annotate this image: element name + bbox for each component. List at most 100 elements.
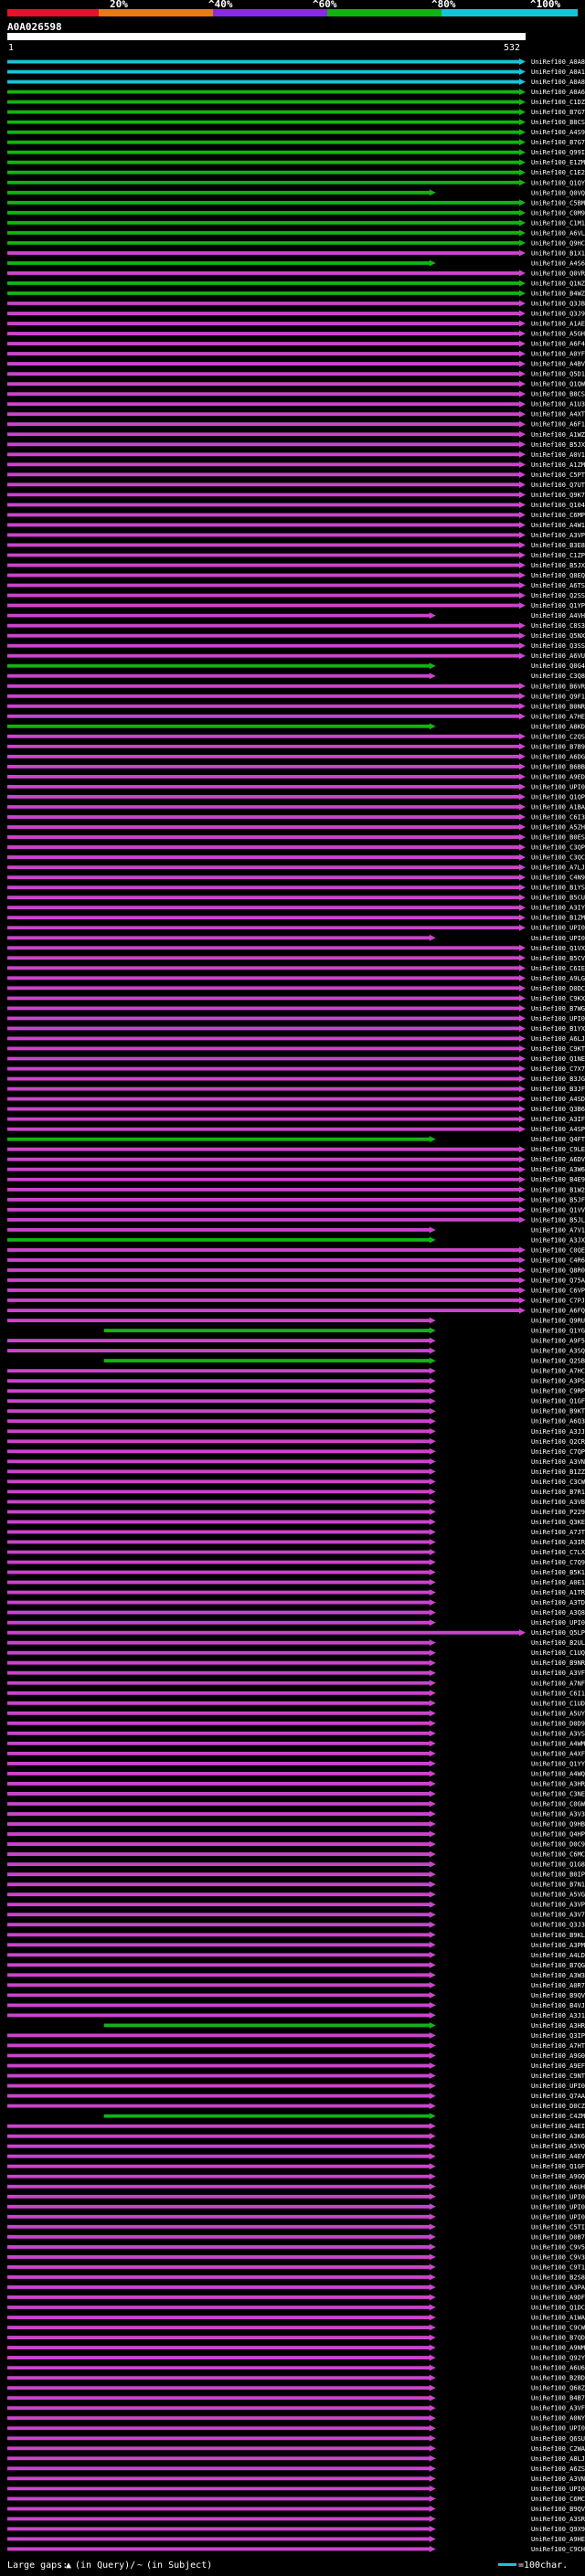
- alignment-label[interactable]: UniRef100_A3VNK9: [531, 1458, 585, 1466]
- alignment-label[interactable]: UniRef100_A3JJ27: [531, 1428, 585, 1436]
- alignment-label[interactable]: UniRef100_A7JTN4: [531, 1529, 585, 1536]
- alignment-label[interactable]: UniRef100_UPI000: [531, 2425, 585, 2433]
- alignment-label[interactable]: UniRef100_A5UYV8: [531, 1710, 585, 1717]
- alignment-label[interactable]: UniRef100_Q1QW32: [531, 381, 585, 388]
- alignment-label[interactable]: UniRef100_A9LGP5: [531, 975, 585, 982]
- alignment-label[interactable]: UniRef100_A3PMY5: [531, 1942, 585, 1949]
- alignment-label[interactable]: UniRef100_C5TIP0: [531, 2223, 585, 2231]
- alignment-label[interactable]: UniRef100_B4WZ74: [531, 290, 585, 297]
- alignment-label[interactable]: UniRef100_A4EV18: [531, 2153, 585, 2160]
- alignment-label[interactable]: UniRef100_B5CUM1: [531, 895, 585, 902]
- alignment-label[interactable]: UniRef100_A6DVK5: [531, 1156, 585, 1163]
- alignment-label[interactable]: UniRef100_A4XTF9: [531, 411, 585, 419]
- alignment-label[interactable]: UniRef100_A6Q3S1: [531, 1418, 585, 1426]
- alignment-label[interactable]: UniRef100_Q3SS93: [531, 642, 585, 650]
- alignment-label[interactable]: UniRef100_A1ZMF0: [531, 461, 585, 469]
- alignment-label[interactable]: UniRef100_B5JXL8: [531, 441, 585, 449]
- alignment-label[interactable]: UniRef100_UPI000: [531, 783, 585, 790]
- alignment-label[interactable]: UniRef100_A6FQF9: [531, 1308, 585, 1315]
- alignment-label[interactable]: UniRef100_Q0VR21: [531, 270, 585, 277]
- alignment-label[interactable]: UniRef100_Q5LP96: [531, 1629, 585, 1637]
- alignment-label[interactable]: UniRef100_Q9X9H7: [531, 2526, 585, 2533]
- alignment-label[interactable]: UniRef100_A3TDV1: [531, 1599, 585, 1606]
- alignment-label[interactable]: UniRef100_UPI000: [531, 935, 585, 942]
- alignment-label[interactable]: UniRef100_Q1YPD5: [531, 602, 585, 610]
- alignment-label[interactable]: UniRef100_A6F463: [531, 341, 585, 348]
- alignment-label[interactable]: UniRef100_A3VSL2: [531, 1730, 585, 1737]
- alignment-label[interactable]: UniRef100_B1ZZW4: [531, 1468, 585, 1476]
- alignment-label[interactable]: UniRef100_C5PTP1: [531, 472, 585, 479]
- alignment-label[interactable]: UniRef100_D0CZC0: [531, 2103, 585, 2110]
- alignment-label[interactable]: UniRef100_Q68ZB6: [531, 2385, 585, 2392]
- alignment-label[interactable]: UniRef100_Q1YYJ9: [531, 1760, 585, 1767]
- alignment-label[interactable]: UniRef100_Q1NZX7: [531, 280, 585, 287]
- alignment-label[interactable]: UniRef100_P22958: [531, 1509, 585, 1516]
- alignment-label[interactable]: UniRef100_A1BAM8: [531, 804, 585, 811]
- alignment-label[interactable]: UniRef100_C6MCR0: [531, 1851, 585, 1859]
- alignment-label[interactable]: UniRef100_Q8EQN4: [531, 572, 585, 579]
- alignment-label[interactable]: UniRef100_A4XFP1: [531, 1750, 585, 1757]
- alignment-label[interactable]: UniRef100_B7R1K9: [531, 1489, 585, 1496]
- alignment-label[interactable]: UniRef100_C6I1V1: [531, 1690, 585, 1697]
- alignment-label[interactable]: UniRef100_Q4HPD7: [531, 1831, 585, 1839]
- alignment-label[interactable]: UniRef100_A0A6P8: [531, 89, 585, 96]
- alignment-label[interactable]: UniRef100_B0NR76: [531, 703, 585, 710]
- alignment-label[interactable]: UniRef100_A4EIW7: [531, 2123, 585, 2130]
- alignment-label[interactable]: UniRef100_A3VP59: [531, 532, 585, 539]
- alignment-label[interactable]: UniRef100_C1UD66: [531, 1700, 585, 1707]
- alignment-label[interactable]: UniRef100_C5BMW7: [531, 199, 585, 207]
- alignment-label[interactable]: UniRef100_A5VQ23: [531, 2143, 585, 2150]
- alignment-label[interactable]: UniRef100_C9CHB4: [531, 2546, 585, 2553]
- alignment-label[interactable]: UniRef100_B2S8Q2: [531, 2274, 585, 2281]
- alignment-label[interactable]: UniRef100_Q3J9B4: [531, 311, 585, 318]
- alignment-label[interactable]: UniRef100_Q1QYJ6: [531, 179, 585, 186]
- alignment-label[interactable]: UniRef100_A7V1A4: [531, 1226, 585, 1234]
- alignment-label[interactable]: UniRef100_UPI000: [531, 2213, 585, 2221]
- alignment-label[interactable]: UniRef100_Q1G8H6: [531, 1861, 585, 1869]
- alignment-label[interactable]: UniRef100_Q9HC35: [531, 239, 585, 247]
- alignment-label[interactable]: UniRef100_B9NRP2: [531, 1659, 585, 1667]
- alignment-label[interactable]: UniRef100_A5VGC0: [531, 1892, 585, 1899]
- alignment-label[interactable]: UniRef100_C3QC22: [531, 854, 585, 862]
- alignment-label[interactable]: UniRef100_A3JX5L: [531, 1236, 585, 1244]
- alignment-label[interactable]: UniRef100_C7PJK5: [531, 1297, 585, 1304]
- alignment-label[interactable]: UniRef100_A0A8H5: [531, 79, 585, 86]
- alignment-label[interactable]: UniRef100_B7QDF0: [531, 2335, 585, 2342]
- alignment-label[interactable]: UniRef100_A3VF97: [531, 2405, 585, 2412]
- alignment-label[interactable]: UniRef100_A1WAH1: [531, 2315, 585, 2322]
- alignment-label[interactable]: UniRef100_UPI000: [531, 2203, 585, 2210]
- alignment-label[interactable]: UniRef100_Q1GFD4: [531, 1398, 585, 1405]
- alignment-label[interactable]: UniRef100_A4S9L6: [531, 129, 585, 136]
- alignment-label[interactable]: UniRef100_C0QEN8: [531, 1246, 585, 1254]
- alignment-label[interactable]: UniRef100_Q8R057: [531, 1267, 585, 1274]
- alignment-label[interactable]: UniRef100_B5JL85: [531, 1216, 585, 1224]
- alignment-label[interactable]: UniRef100_B2BDV8: [531, 2375, 585, 2382]
- alignment-label[interactable]: UniRef100_A4W148: [531, 522, 585, 529]
- alignment-label[interactable]: UniRef100_C4N9R7: [531, 875, 585, 882]
- alignment-label[interactable]: UniRef100_C1DZY5: [531, 99, 585, 106]
- alignment-label[interactable]: UniRef100_UPI000: [531, 925, 585, 932]
- alignment-label[interactable]: UniRef100_A0A1F8: [531, 69, 585, 76]
- alignment-label[interactable]: UniRef100_C3NEX0: [531, 1790, 585, 1797]
- alignment-label[interactable]: UniRef100_Q0G421: [531, 663, 585, 670]
- alignment-label[interactable]: UniRef100_C0GWT9: [531, 1800, 585, 1807]
- alignment-label[interactable]: UniRef100_C9T1D0: [531, 2263, 585, 2271]
- alignment-label[interactable]: UniRef100_B5JXM7: [531, 562, 585, 569]
- alignment-label[interactable]: UniRef100_C9RP59: [531, 1388, 585, 1395]
- alignment-label[interactable]: UniRef100_C7X7B8: [531, 1065, 585, 1073]
- alignment-label[interactable]: UniRef100_Q9F1R1: [531, 693, 585, 700]
- alignment-label[interactable]: UniRef100_B8CSP4: [531, 119, 585, 126]
- alignment-label[interactable]: UniRef100_A0V123: [531, 451, 585, 459]
- alignment-label[interactable]: UniRef100_A3K6M6: [531, 2133, 585, 2140]
- alignment-label[interactable]: UniRef100_B6VRY8: [531, 683, 585, 690]
- alignment-label[interactable]: UniRef100_C9CW14: [531, 2325, 585, 2332]
- alignment-label[interactable]: UniRef100_C7Q9Y7: [531, 1559, 585, 1566]
- alignment-label[interactable]: UniRef100_A4SDU3: [531, 1096, 585, 1103]
- alignment-label[interactable]: UniRef100_A3IY90: [531, 905, 585, 912]
- alignment-label[interactable]: UniRef100_B2UL39: [531, 1639, 585, 1647]
- alignment-label[interactable]: UniRef100_A6LJW0: [531, 1035, 585, 1043]
- alignment-label[interactable]: UniRef100_A3V7H1: [531, 1912, 585, 1919]
- alignment-label[interactable]: UniRef100_A1U3X7: [531, 401, 585, 408]
- alignment-label[interactable]: UniRef100_A0A8H3: [531, 58, 585, 66]
- alignment-label[interactable]: UniRef100_C2QSU5: [531, 733, 585, 740]
